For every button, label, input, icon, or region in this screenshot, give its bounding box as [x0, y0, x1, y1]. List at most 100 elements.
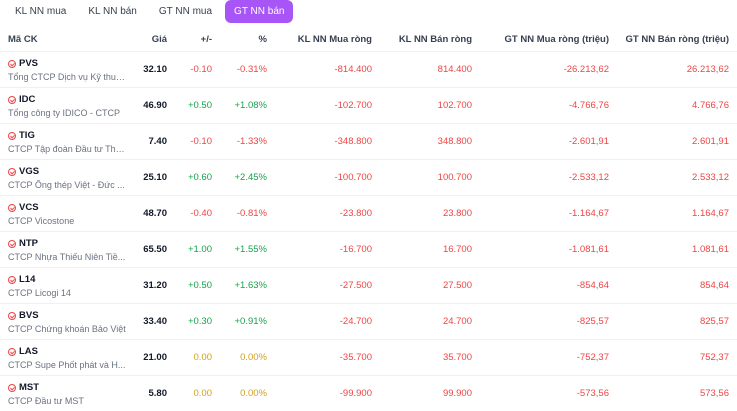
stock-symbol[interactable]: TIG [19, 130, 35, 141]
stock-symbol[interactable]: MST [19, 382, 39, 393]
company-name: CTCP Licogi 14 [8, 288, 128, 298]
tab-gt-nn-mua[interactable]: GT NN mua [150, 0, 221, 23]
trend-down-icon [8, 348, 16, 356]
stock-symbol[interactable]: PVS [19, 58, 38, 69]
tab-kl-nn-ban[interactable]: KL NN bán [79, 0, 146, 23]
stock-symbol[interactable]: IDC [19, 94, 35, 105]
kl-mua-rong-cell: -23.800 [275, 196, 380, 232]
header-symbol[interactable]: Mã CK [0, 27, 140, 52]
stock-symbol[interactable]: VGS [19, 166, 39, 177]
pct-cell: -0.31% [220, 52, 275, 88]
company-name: CTCP Đầu tư MST [8, 396, 128, 406]
kl-ban-rong-cell: 99.900 [380, 376, 480, 411]
price-cell: 33.40 [140, 304, 175, 340]
change-cell: -0.10 [175, 52, 220, 88]
gt-mua-rong-cell: -26.213,62 [480, 52, 617, 88]
gt-ban-rong-cell: 1.081,61 [617, 232, 737, 268]
company-name: Tổng công ty IDICO - CTCP [8, 108, 128, 118]
kl-mua-rong-cell: -102.700 [275, 88, 380, 124]
symbol-cell: L14 CTCP Licogi 14 [0, 268, 140, 304]
price-cell: 48.70 [140, 196, 175, 232]
symbol-cell: VCS CTCP Vicostone [0, 196, 140, 232]
price-cell: 7.40 [140, 124, 175, 160]
kl-mua-rong-cell: -99.900 [275, 376, 380, 411]
gt-mua-rong-cell: -573,56 [480, 376, 617, 411]
trend-down-icon [8, 132, 16, 140]
header-kl-mua-rong[interactable]: KL NN Mua ròng [275, 27, 380, 52]
pct-cell: +1.55% [220, 232, 275, 268]
gt-ban-rong-cell: 4.766,76 [617, 88, 737, 124]
stock-symbol[interactable]: LAS [19, 346, 38, 357]
header-pct[interactable]: % [220, 27, 275, 52]
pct-cell: 0.00% [220, 376, 275, 411]
gt-ban-rong-cell: 752,37 [617, 340, 737, 376]
tab-kl-nn-mua[interactable]: KL NN mua [6, 0, 75, 23]
trend-down-icon [8, 276, 16, 284]
change-cell: +0.30 [175, 304, 220, 340]
trend-down-icon [8, 60, 16, 68]
change-cell: 0.00 [175, 340, 220, 376]
kl-ban-rong-cell: 35.700 [380, 340, 480, 376]
pct-cell: +2.45% [220, 160, 275, 196]
gt-mua-rong-cell: -825,57 [480, 304, 617, 340]
change-cell: +0.60 [175, 160, 220, 196]
trend-down-icon [8, 168, 16, 176]
tab-bar: KL NN mua KL NN bán GT NN mua GT NN bán [0, 0, 737, 23]
trend-down-icon [8, 384, 16, 392]
change-cell: +0.50 [175, 268, 220, 304]
pct-cell: +1.63% [220, 268, 275, 304]
header-gt-mua-rong[interactable]: GT NN Mua ròng (triệu) [480, 27, 617, 52]
gt-mua-rong-cell: -1.164,67 [480, 196, 617, 232]
company-name: CTCP Ống thép Việt - Đức ... [8, 180, 128, 190]
kl-mua-rong-cell: -16.700 [275, 232, 380, 268]
kl-ban-rong-cell: 814.400 [380, 52, 480, 88]
gt-ban-rong-cell: 825,57 [617, 304, 737, 340]
change-cell: -0.10 [175, 124, 220, 160]
stock-symbol[interactable]: NTP [19, 238, 38, 249]
change-cell: +1.00 [175, 232, 220, 268]
stock-symbol[interactable]: L14 [19, 274, 35, 285]
kl-mua-rong-cell: -814.400 [275, 52, 380, 88]
kl-ban-rong-cell: 16.700 [380, 232, 480, 268]
stock-symbol[interactable]: BVS [19, 310, 39, 321]
price-cell: 5.80 [140, 376, 175, 411]
table-row[interactable]: L14 CTCP Licogi 14 31.20+0.50+1.63%-27.500… [0, 268, 737, 304]
gt-ban-rong-cell: 573,56 [617, 376, 737, 411]
header-change[interactable]: +/- [175, 27, 220, 52]
kl-mua-rong-cell: -24.700 [275, 304, 380, 340]
kl-ban-rong-cell: 102.700 [380, 88, 480, 124]
price-cell: 46.90 [140, 88, 175, 124]
trend-down-icon [8, 312, 16, 320]
price-cell: 32.10 [140, 52, 175, 88]
pct-cell: -1.33% [220, 124, 275, 160]
table-header-row: Mã CK Giá +/- % KL NN Mua ròng KL NN Bán… [0, 27, 737, 52]
header-gt-ban-rong[interactable]: GT NN Bán ròng (triệu) [617, 27, 737, 52]
price-cell: 31.20 [140, 268, 175, 304]
foreign-trading-table: Mã CK Giá +/- % KL NN Mua ròng KL NN Bán… [0, 27, 737, 411]
stock-symbol[interactable]: VCS [19, 202, 39, 213]
kl-mua-rong-cell: -100.700 [275, 160, 380, 196]
symbol-cell: VGS CTCP Ống thép Việt - Đức ... [0, 160, 140, 196]
gt-mua-rong-cell: -2.533,12 [480, 160, 617, 196]
kl-ban-rong-cell: 348.800 [380, 124, 480, 160]
symbol-cell: IDC Tổng công ty IDICO - CTCP [0, 88, 140, 124]
kl-mua-rong-cell: -27.500 [275, 268, 380, 304]
price-cell: 21.00 [140, 340, 175, 376]
tab-gt-nn-ban[interactable]: GT NN bán [225, 0, 293, 23]
company-name: CTCP Vicostone [8, 216, 128, 226]
change-cell: -0.40 [175, 196, 220, 232]
gt-mua-rong-cell: -1.081,61 [480, 232, 617, 268]
header-kl-ban-rong[interactable]: KL NN Bán ròng [380, 27, 480, 52]
header-price[interactable]: Giá [140, 27, 175, 52]
